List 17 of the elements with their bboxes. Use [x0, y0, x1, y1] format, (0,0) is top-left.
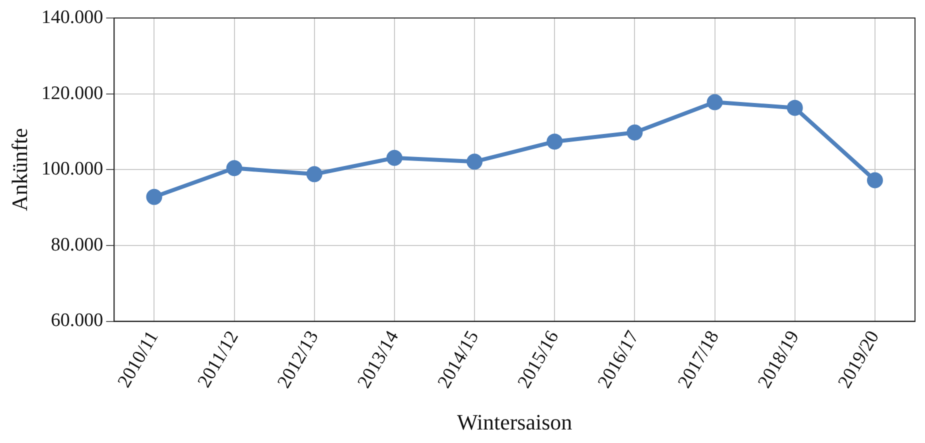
point: [626, 124, 643, 140]
y-axis-title: Ankünfte: [6, 128, 32, 212]
point: [546, 134, 563, 150]
y-tick-label: 80.000: [50, 234, 104, 256]
point: [386, 150, 402, 166]
y-tick-label: 120.000: [41, 82, 104, 104]
point: [466, 154, 483, 170]
y-tick-label: 140.000: [41, 6, 104, 28]
point: [146, 188, 162, 205]
point: [866, 172, 883, 188]
point: [706, 94, 723, 110]
x-axis-title: Wintersaison: [456, 410, 572, 435]
y-tick-label: 100.000: [41, 158, 104, 180]
point: [226, 160, 242, 176]
point: [306, 166, 322, 182]
y-tick-label: 60.000: [50, 310, 104, 332]
point: [786, 100, 803, 116]
